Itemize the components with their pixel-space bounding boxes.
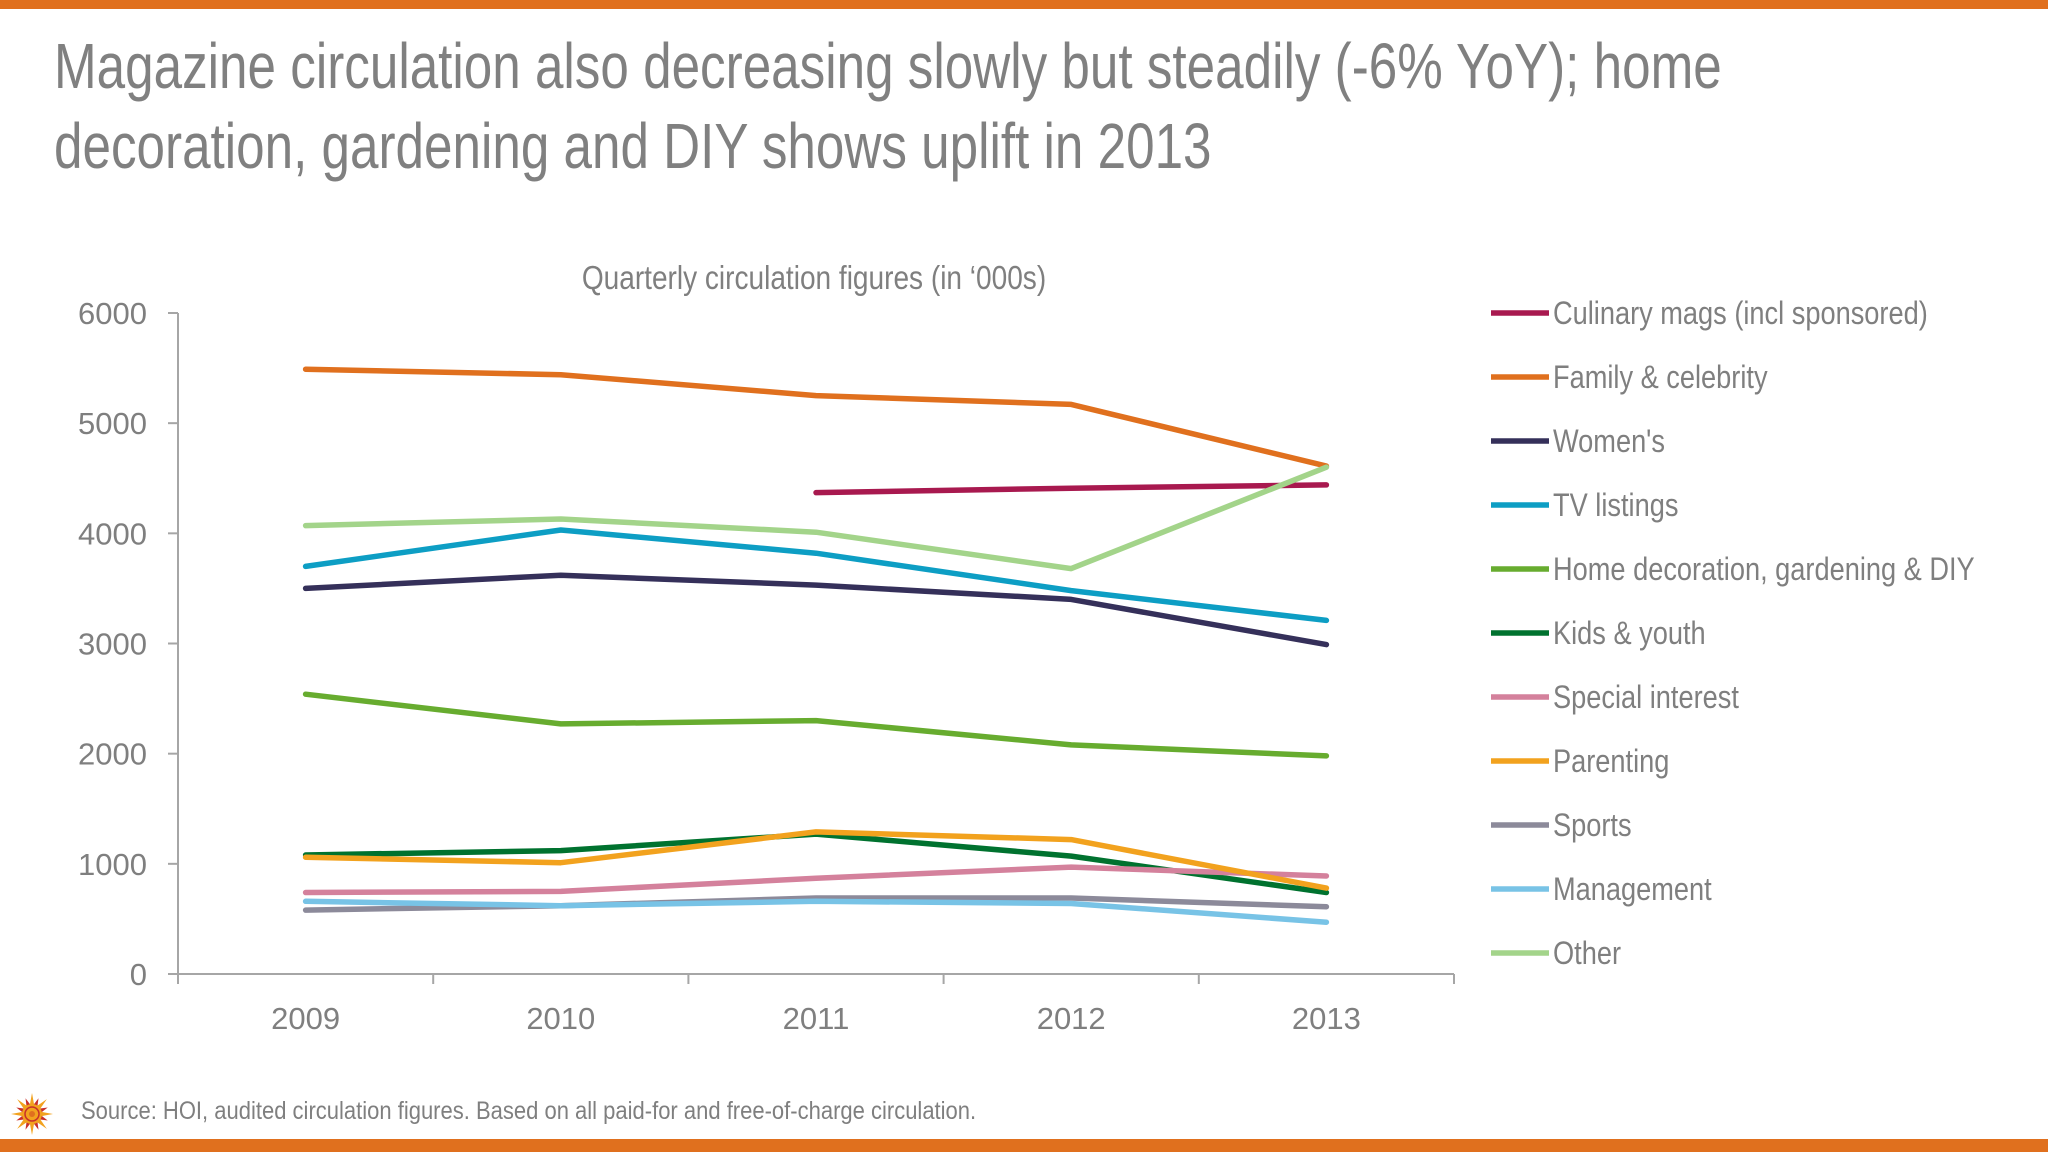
legend-label: TV listings <box>1553 488 1678 524</box>
x-tick-label: 2011 <box>783 1001 850 1036</box>
legend-item: Women's <box>1491 424 1665 460</box>
series-line-0 <box>813 482 1330 496</box>
y-tick-label: 4000 <box>78 516 147 551</box>
legend-label: Family & celebrity <box>1553 360 1768 396</box>
legend-item: Family & celebrity <box>1491 360 1768 396</box>
y-tick-label: 0 <box>130 957 147 992</box>
legend-item: Culinary mags (incl sponsored) <box>1491 296 1928 332</box>
legend-item: Other <box>1491 936 1621 972</box>
series-line-2 <box>302 572 1330 648</box>
legend-item: TV listings <box>1491 488 1678 524</box>
series-line-9 <box>302 898 1330 925</box>
legend-label: Culinary mags (incl sponsored) <box>1553 296 1928 332</box>
top-accent-bar <box>0 0 2048 9</box>
x-tick-label: 2010 <box>526 1001 595 1036</box>
legend-label: Parenting <box>1553 744 1669 780</box>
legend-item: Kids & youth <box>1491 616 1706 652</box>
legend-label: Sports <box>1553 808 1632 844</box>
series-line-3 <box>302 527 1330 624</box>
y-tick-label: 5000 <box>78 406 147 441</box>
legend-item: Parenting <box>1491 744 1669 780</box>
slide-title: Magazine circulation also decreasing slo… <box>54 26 1722 186</box>
series-line-4 <box>302 691 1330 759</box>
x-tick-label: 2013 <box>1292 1001 1361 1036</box>
series-line-1 <box>302 366 1330 469</box>
source-note: Source: HOI, audited circulation figures… <box>81 1097 977 1125</box>
slide-title-line-1: Magazine circulation also decreasing slo… <box>54 30 1722 102</box>
y-tick-label: 3000 <box>78 627 147 662</box>
y-tick-label: 6000 <box>78 296 147 331</box>
chart-title: Quarterly circulation figures (in ‘000s) <box>582 260 1046 297</box>
x-tick-label: 2009 <box>271 1001 340 1036</box>
legend-label: Other <box>1553 936 1621 972</box>
x-tick-label: 2012 <box>1037 1001 1106 1036</box>
legend-item: Special interest <box>1491 680 1740 716</box>
series-line-5 <box>302 831 1330 896</box>
legend-item: Sports <box>1491 808 1632 844</box>
sun-emblem-icon <box>11 1093 53 1135</box>
series-line-6 <box>302 864 1330 896</box>
slide-title-line-2: decoration, gardening and DIY shows upli… <box>54 110 1212 182</box>
y-tick-label: 2000 <box>78 737 147 772</box>
legend-item: Management <box>1491 872 1712 908</box>
legend-label: Management <box>1553 872 1712 908</box>
y-tick-label: 1000 <box>78 847 147 882</box>
legend-label: Home decoration, gardening & DIY <box>1553 552 1975 588</box>
legend-label: Kids & youth <box>1553 616 1706 652</box>
bottom-accent-bar <box>0 1139 2048 1152</box>
series-line-7 <box>302 829 1330 891</box>
series-line-10 <box>302 464 1330 572</box>
legend-label: Special interest <box>1553 680 1740 716</box>
legend-label: Women's <box>1553 424 1665 460</box>
series-line-8 <box>302 895 1330 913</box>
legend-item: Home decoration, gardening & DIY <box>1491 552 1975 588</box>
